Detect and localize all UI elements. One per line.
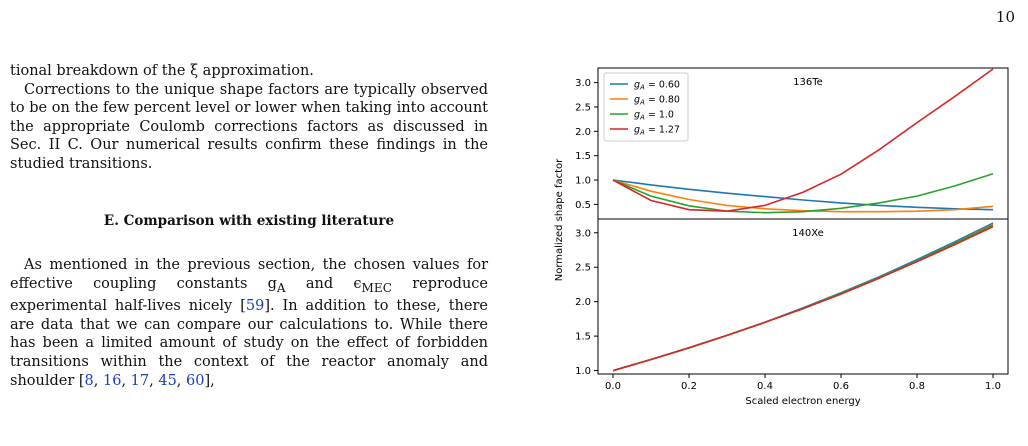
citation-link[interactable]: 16 [103, 372, 122, 389]
subscript: MEC [361, 280, 392, 295]
y-tick-label: 1.5 [575, 151, 591, 162]
citation-link[interactable]: 17 [130, 372, 150, 389]
text-run: ]. In addition to these, there are data … [10, 298, 488, 389]
text-run: and ϵ [285, 275, 362, 292]
panel-title: 136Te [793, 77, 823, 88]
x-tick-label: 0.4 [757, 381, 773, 392]
legend-label: gA = 1.27 [634, 125, 680, 137]
y-tick-label: 2.0 [575, 297, 591, 308]
y-tick-label: 1.0 [575, 176, 591, 187]
x-tick-label: 0.0 [605, 381, 621, 392]
y-axis-label: Normalized shape factor [554, 158, 565, 281]
citation-link[interactable]: 59 [245, 298, 265, 315]
x-axis-label: Scaled electron energy [745, 396, 860, 407]
legend-label: gA = 1.0 [634, 110, 674, 122]
citation-link[interactable]: 60 [186, 372, 205, 389]
y-tick-label: 2.5 [575, 263, 591, 274]
subscript: A [276, 280, 286, 295]
text-run: As mentioned in the previous section, th… [10, 257, 488, 292]
legend-label: gA = 0.60 [634, 80, 680, 92]
series-line-0-0 [612, 179, 994, 211]
series-line-0-3 [612, 68, 994, 213]
y-tick-label: 1.5 [575, 332, 591, 343]
text-run: reproduce experimental half-lives nicely… [10, 275, 489, 315]
y-tick-label: 3.0 [575, 228, 591, 239]
text-run: ], [204, 372, 215, 389]
paragraph-shape-factors: Corrections to the unique shape factors … [10, 81, 488, 172]
series-line-0-2 [612, 172, 994, 214]
series-line-1-2 [612, 224, 994, 372]
panel-frame [597, 218, 1009, 375]
figure-svg: 0.5 1.0 1.5 2.0 2.5 3.0 136Te gA = 0.60 gA = 0.8… [554, 67, 1009, 407]
y-tick-label: 3.0 [575, 78, 591, 89]
x-tick-label: 0.8 [909, 381, 925, 392]
page-number: 10 [995, 8, 1015, 26]
section-heading: E. Comparison with existing literature [103, 212, 395, 229]
y-tick-label: 2.0 [575, 127, 591, 138]
y-tick-label: 0.5 [575, 200, 591, 211]
panel-title: 140Xe [792, 228, 824, 239]
series-line-1-3 [612, 225, 994, 372]
citation-link[interactable]: 45 [158, 372, 177, 389]
y-tick-label: 1.0 [575, 366, 591, 377]
series-line-1-1 [612, 223, 994, 372]
citation-link[interactable]: 8 [84, 372, 94, 389]
series-line-1-0 [612, 222, 994, 372]
x-tick-label: 1.0 [985, 381, 1001, 392]
legend-label: gA = 0.80 [634, 95, 680, 107]
x-tick-label: 0.2 [681, 381, 697, 392]
y-tick-label: 2.5 [575, 102, 591, 113]
paragraph-continuation: tional breakdown of the ξ approximation. [10, 63, 314, 79]
paragraph-comparison: As mentioned in the previous section, th… [10, 257, 489, 389]
series-line-0-1 [612, 179, 994, 213]
shape-factor-figure: 0.5 1.0 1.5 2.0 2.5 3.0 136Te gA = 0.60 gA = 0.8… [548, 60, 1018, 412]
text-column: tional breakdown of the ξ approximation.… [10, 62, 488, 390]
legend-box [603, 72, 689, 142]
x-tick-label: 0.6 [833, 381, 849, 392]
